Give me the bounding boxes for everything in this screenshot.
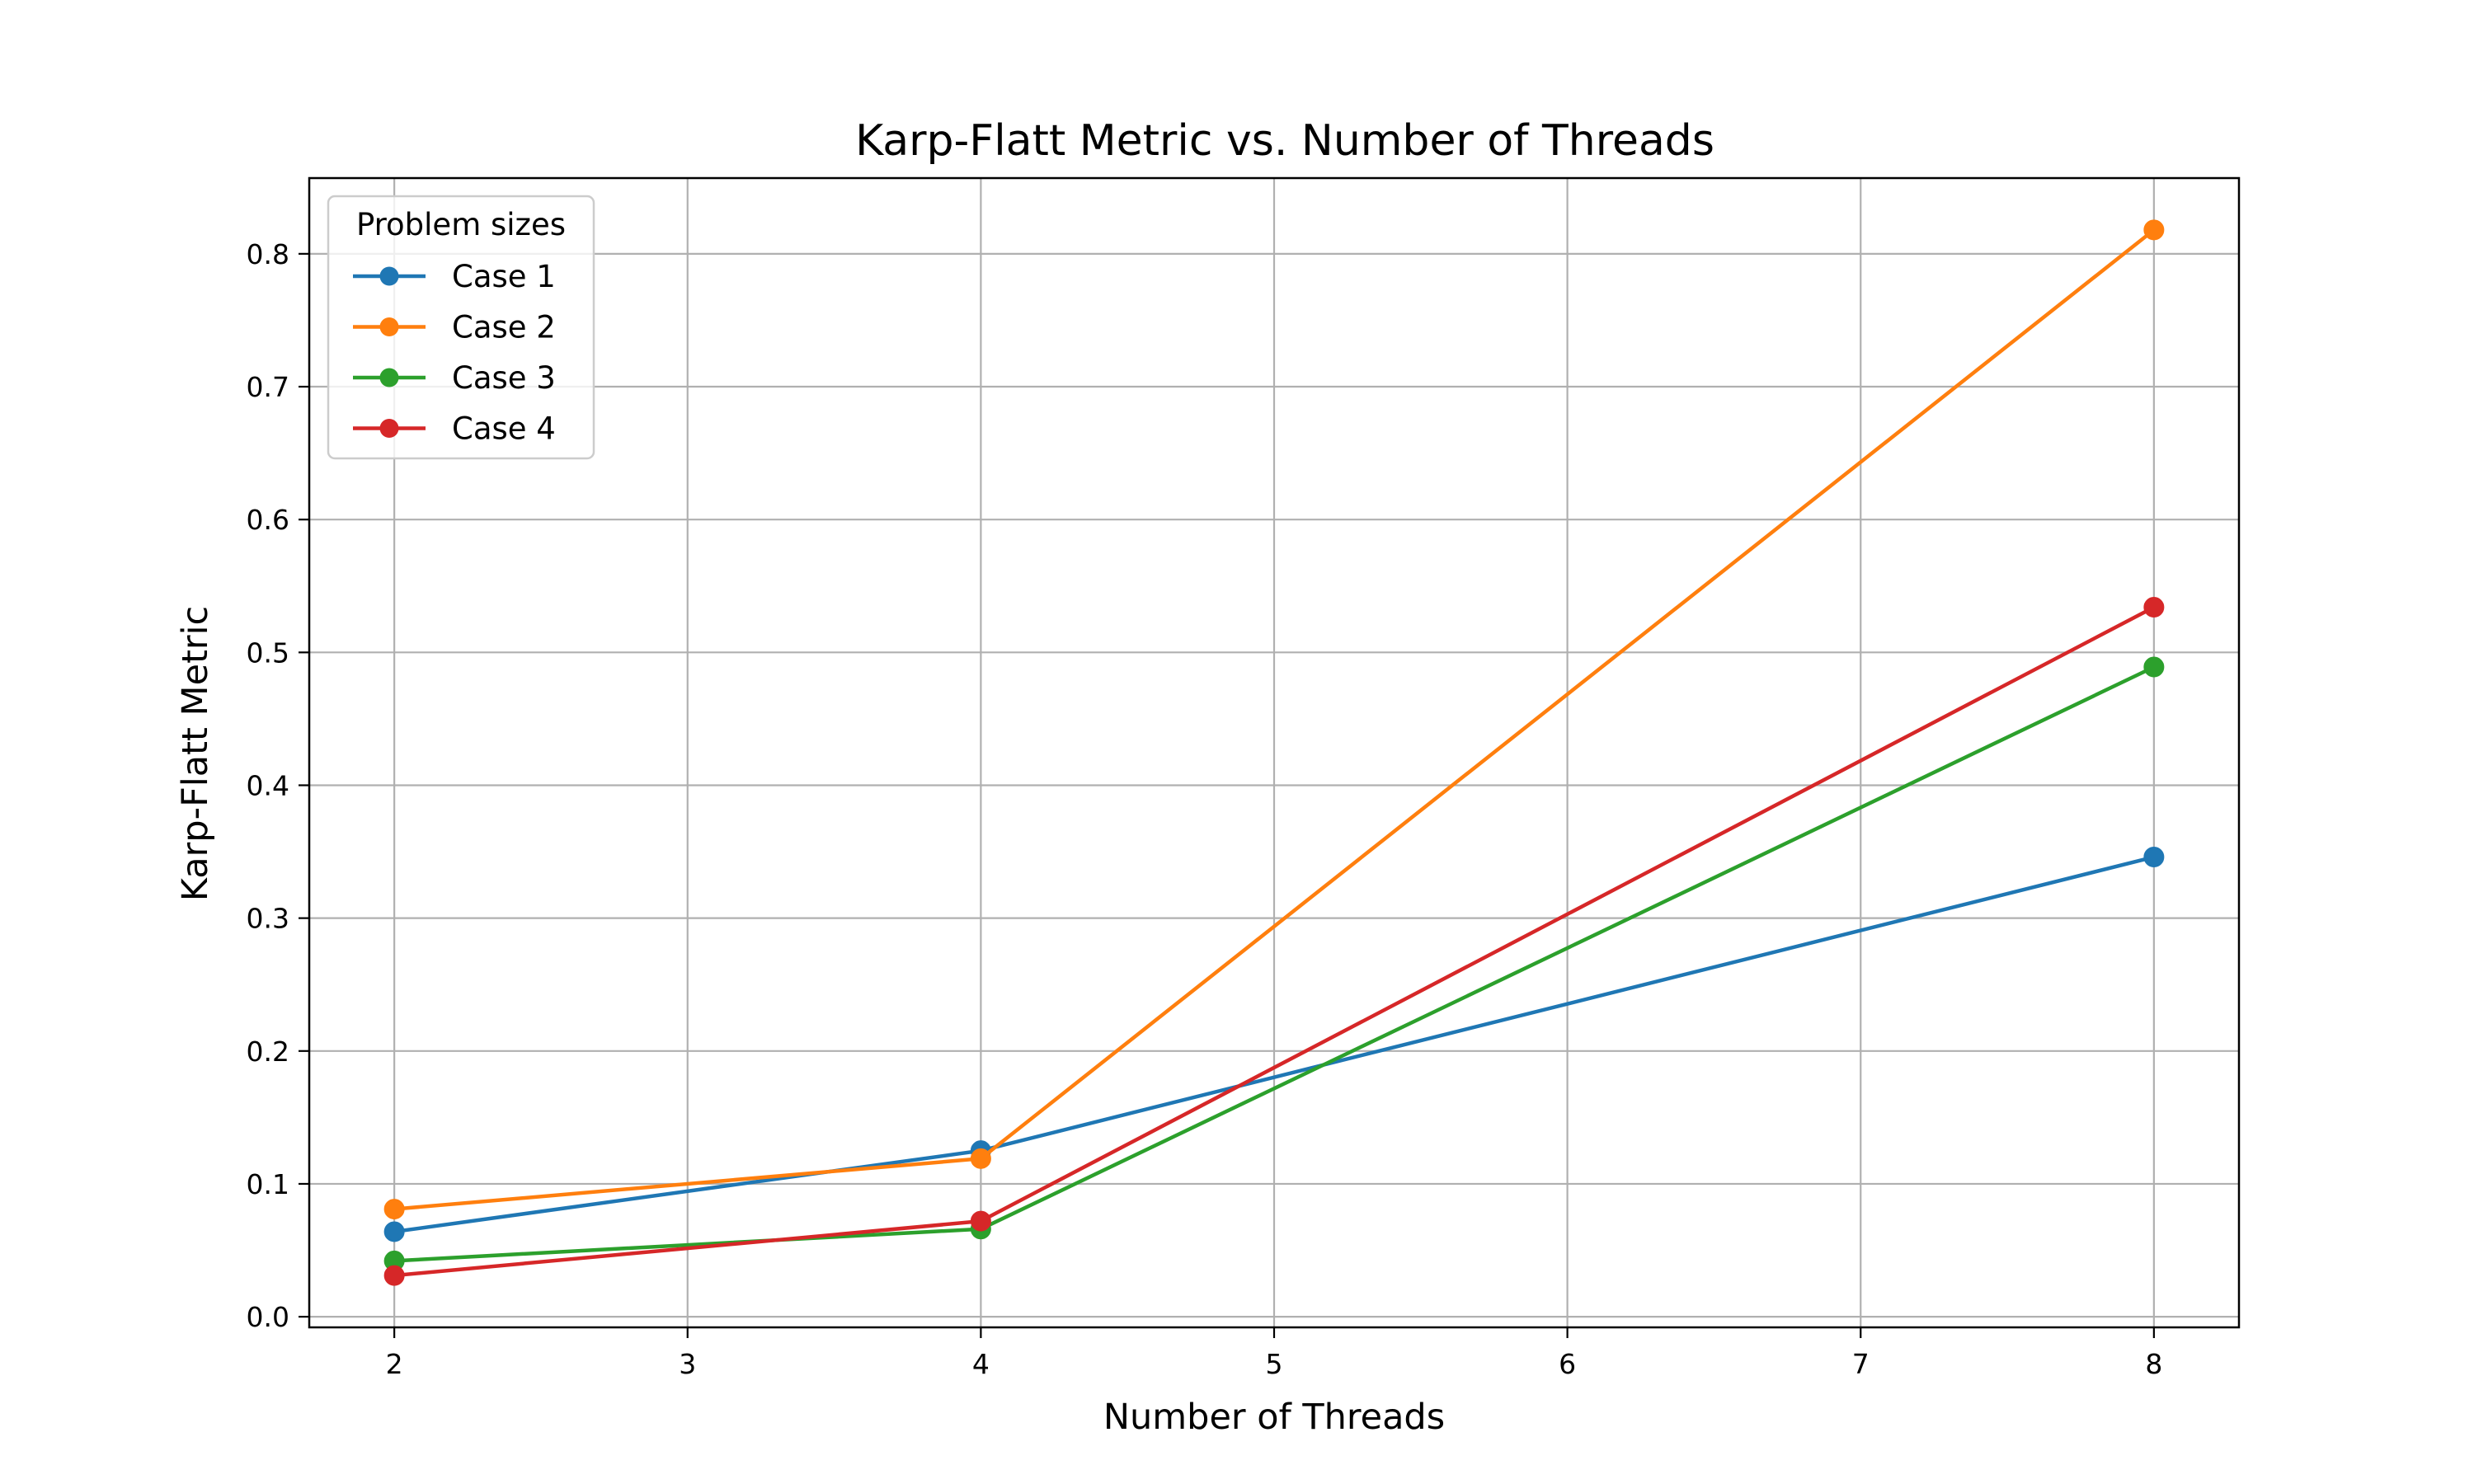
y-tick-label: 0.6 [247,504,289,536]
legend-entry-case-2: Case 2 [353,310,556,345]
x-tick-label: 8 [2145,1348,2162,1380]
data-point-case-3 [2143,656,2165,678]
data-point-case-2 [970,1148,991,1169]
legend-entry-case-1: Case 1 [353,259,556,294]
legend-entry-case-3: Case 3 [353,360,556,396]
legend-marker [379,368,399,387]
x-tick-label: 6 [1559,1348,1576,1380]
data-point-case-1 [2143,847,2165,868]
data-point-case-1 [383,1221,405,1242]
legend-label: Case 4 [452,411,556,447]
series-layer [383,219,2165,1286]
y-tick-label: 0.0 [247,1301,289,1333]
y-tick-label: 0.4 [247,769,289,801]
legend-entries: Case 1 Case 2 Case 3 Case 4 [353,259,556,447]
data-point-case-2 [383,1199,405,1220]
legend-entry-case-4: Case 4 [353,411,556,447]
y-tick-label: 0.1 [247,1168,289,1200]
data-point-case-4 [2143,597,2165,618]
y-tick-label: 0.2 [247,1036,289,1068]
x-axis-title: Number of Threads [1103,1397,1445,1438]
x-tick-label: 3 [679,1348,696,1380]
y-tick-label: 0.3 [247,903,289,935]
x-axis-ticks: 2 3 4 5 6 7 8 [386,1327,2162,1380]
x-tick-label: 4 [972,1348,990,1380]
y-tick-label: 0.5 [247,636,289,669]
legend-box [327,195,595,460]
legend-marker [379,317,399,336]
grid-lines [309,178,2239,1327]
legend-label: Case 3 [452,360,556,396]
legend-label: Case 2 [452,310,556,345]
data-point-case-4 [970,1210,991,1232]
x-tick-label: 2 [386,1348,403,1380]
y-axis-ticks: 0.0 0.1 0.2 0.3 0.4 0.5 0.6 0.7 0.8 [247,238,309,1333]
chart-title: Karp-Flatt Metric vs. Number of Threads [855,116,1714,166]
legend-title: Problem sizes [356,207,566,242]
series-case-2 [383,219,2165,1220]
series-case-4 [383,597,2165,1286]
y-tick-label: 0.7 [247,371,289,403]
x-tick-label: 5 [1266,1348,1283,1380]
plot-frame [308,176,2241,1329]
legend-marker [379,419,399,438]
data-point-case-4 [383,1265,405,1286]
legend-label: Case 1 [452,259,556,294]
x-tick-label: 7 [1852,1348,1870,1380]
y-axis-title: Karp-Flatt Metric [175,606,216,901]
y-tick-label: 0.8 [247,238,289,270]
legend: Problem sizes Case 1 Case 2 Case 3 Case 4 [327,195,595,460]
data-point-case-2 [2143,219,2165,241]
legend-marker [379,266,399,286]
